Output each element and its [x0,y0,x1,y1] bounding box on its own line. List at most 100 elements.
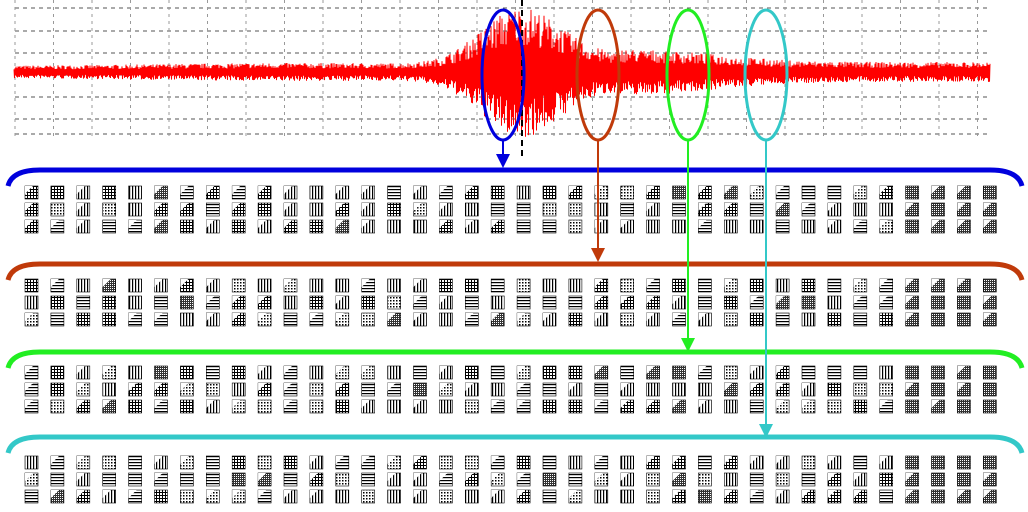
pattern-cell [723,312,738,327]
pattern-cell-corner [25,400,33,408]
pattern-cell-corner [724,279,733,287]
pattern-cell [542,295,557,310]
arrow-head [496,154,510,168]
pattern-cell [50,185,65,200]
pattern-cell [594,489,609,504]
pattern-cell-corner [154,279,163,287]
pattern-cell-corner [232,313,241,321]
pattern-cell-corner [361,456,370,464]
pattern-cell-corner [672,456,681,464]
pattern-cell-corner [76,490,85,498]
pattern-cell [231,278,246,293]
pattern-cell [50,295,65,310]
pattern-cell [413,382,427,397]
pattern-cell-corner [957,203,966,211]
brace [5,349,1025,369]
pattern-cell-corner [413,203,422,211]
pattern-cell [464,399,479,414]
pattern-cell-corner [50,279,59,287]
pattern-cell [180,219,194,234]
brace [5,261,1025,281]
pattern-cell [387,295,401,310]
pattern-cell [931,202,945,217]
pattern-cell-corner [620,400,629,408]
pattern-cell-corner [258,383,267,391]
pattern-cell [102,185,116,200]
pattern-cell [672,365,686,380]
pattern-cell [749,399,764,414]
pattern-cell [827,365,842,380]
pattern-cell [283,455,298,470]
pattern-cell-corner [439,383,448,391]
pattern-cell [257,399,272,414]
pattern-cell [646,472,660,487]
pattern-cell [490,382,505,397]
pattern-cell [853,455,868,470]
pattern-cell-corner [957,490,966,498]
pattern-cell [439,312,453,327]
pattern-cell [335,489,350,504]
pattern-cell-corner [180,456,189,464]
pattern-cell-corner [672,296,681,304]
pattern-cell-corner [698,400,707,408]
pattern-cell [387,365,401,380]
pattern-cell [931,455,945,470]
pattern-cell [931,382,945,397]
pattern-cell [568,455,583,470]
pattern-cell-corner [879,279,888,287]
pattern-cell [206,202,220,217]
pattern-cell-corner [180,383,189,391]
pattern-cell [982,278,997,293]
pattern-cell [102,455,116,470]
pattern-cell-corner [620,383,629,391]
pattern-cell [723,472,738,487]
pattern-cell [464,278,479,293]
pattern-cell-corner [957,383,966,391]
pattern-cell [516,219,531,234]
pattern-cell-corner [25,203,33,211]
pattern-cell-corner [180,203,189,211]
pattern-cell [931,472,945,487]
pattern-cell-corner [206,296,215,304]
pattern-cell [723,219,738,234]
pattern-cell [542,455,557,470]
pattern-cell-corner [879,186,888,194]
pattern-cell [905,219,919,234]
pattern-cell [568,202,583,217]
pattern-cell [620,312,635,327]
pattern-cell-corner [76,473,85,481]
pattern-cell [50,365,65,380]
pattern-cell-corner [361,203,370,211]
pattern-cell-corner [25,473,33,481]
pattern-cell [698,489,712,504]
pattern-cell-corner [413,296,422,304]
pattern-cell-corner [154,186,163,194]
pattern-cell [957,399,971,414]
pattern-cell-corner [284,279,292,287]
pattern-cell [853,399,868,414]
pattern-cell-corner [931,220,940,228]
pattern-grids [24,185,997,504]
pattern-cell [879,365,894,380]
pattern-cell [128,278,142,293]
pattern-cell-corner [750,186,759,194]
pattern-cell-corner [413,490,422,498]
pattern-cell [698,278,712,293]
pattern-cell-corner [517,383,526,391]
brace [5,434,1025,454]
pattern-cell [879,312,894,327]
pattern-cell [309,219,324,234]
pattern-cell [568,219,583,234]
pattern-cell-corner [776,186,785,194]
pattern-cell-corner [594,456,603,464]
pattern-cell [283,312,298,327]
pattern-cell-corner [284,383,292,391]
pattern-cell [775,219,790,234]
pattern-cell-corner [905,279,914,287]
pattern-cell [206,455,220,470]
pattern-cell-corner [957,279,966,287]
arrow-head [681,338,695,352]
brace [5,167,1025,187]
pattern-cell-corner [76,400,85,408]
